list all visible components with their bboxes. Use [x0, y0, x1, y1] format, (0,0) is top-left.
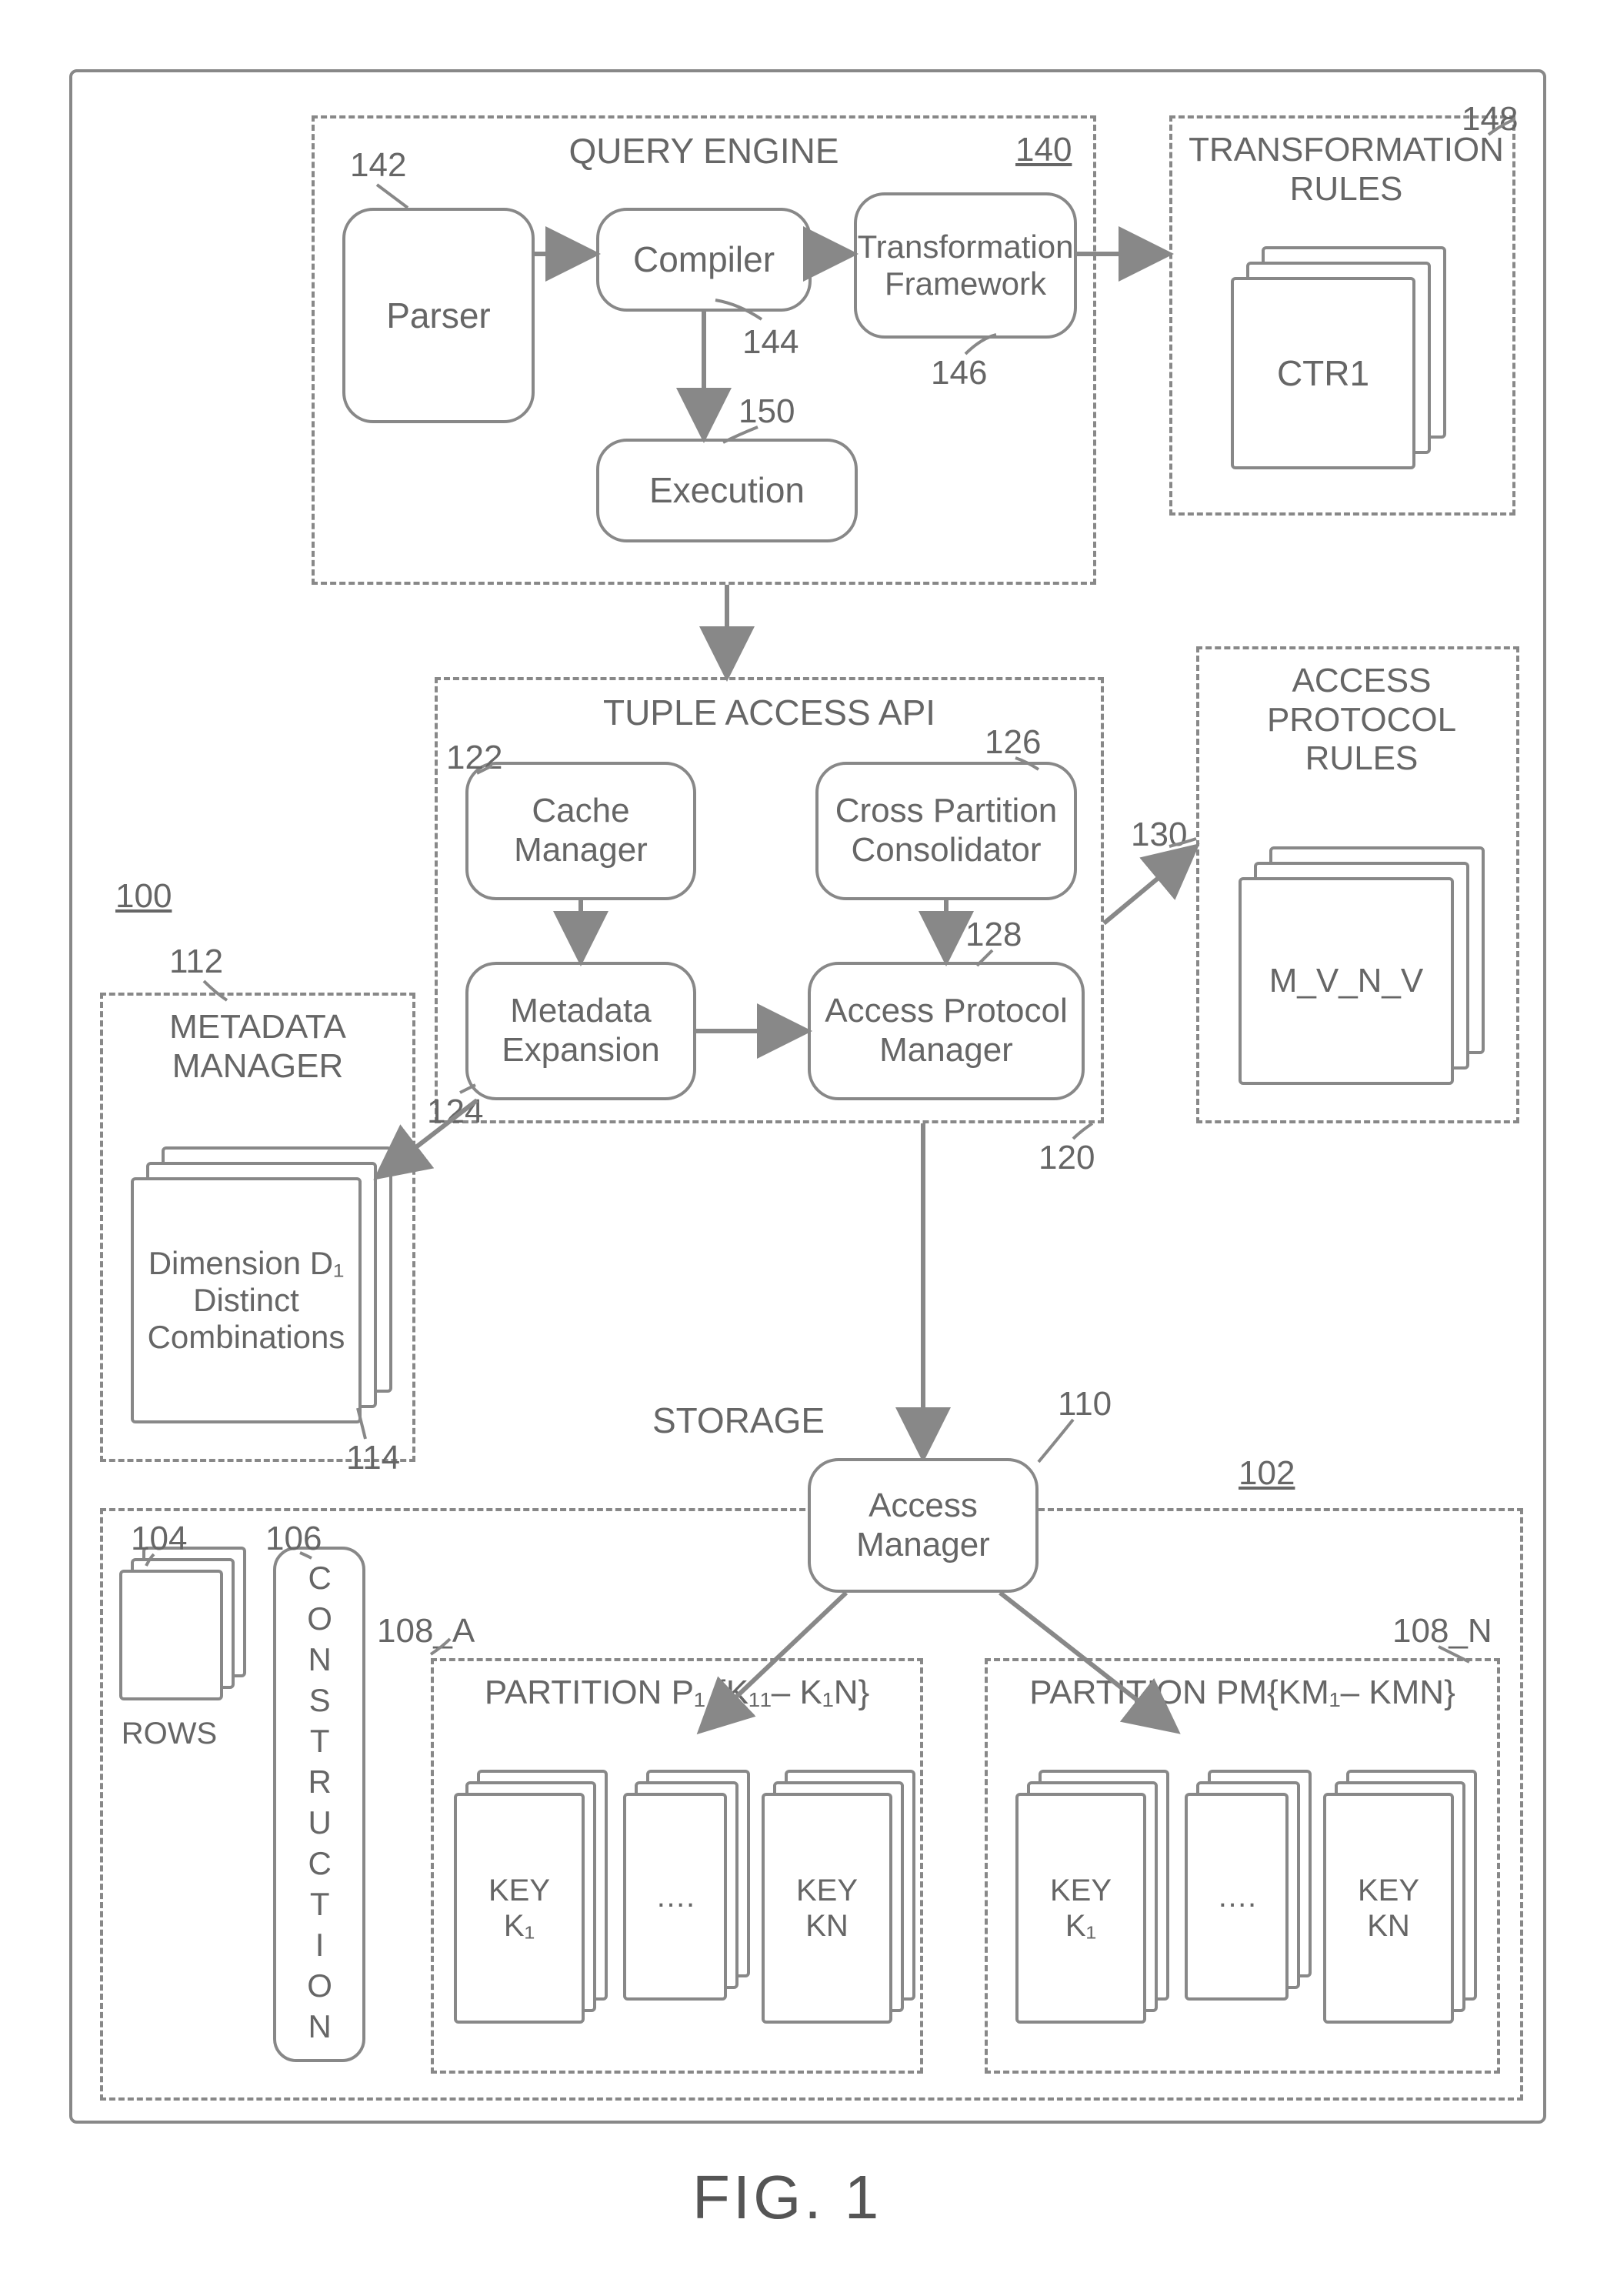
cross-partition-label: Cross Partition Consolidator [835, 792, 1058, 869]
access-manager-box: Access Manager [808, 1458, 1039, 1593]
parser-label: Parser [386, 295, 490, 336]
rows-ref: 104 [131, 1520, 187, 1558]
storage-title: STORAGE [638, 1400, 839, 1441]
metadata-expansion-label: Metadata Expansion [502, 992, 659, 1070]
diagram-canvas: 100 QUERY ENGINE 140 Parser 142 Compiler… [0, 0, 1617, 2296]
access-protocol-manager-ref: 128 [965, 916, 1022, 954]
cross-partition-ref: 126 [985, 723, 1041, 762]
access-protocol-rules-ref: 130 [1131, 816, 1187, 854]
metadata-manager-title: METADATA MANAGER [115, 1008, 400, 1086]
cross-partition-box: Cross Partition Consolidator [815, 762, 1077, 900]
dimension-ref: 114 [346, 1439, 400, 1477]
figure-label: FIG. 1 [692, 2162, 882, 2233]
access-protocol-manager-box: Access Protocol Manager [808, 962, 1085, 1100]
partition-n-key1: KEY K₁ [1015, 1770, 1177, 2031]
mvnv-stack: M_V_N_V [1239, 846, 1485, 1085]
partition-n-key1-label: KEY K₁ [1050, 1873, 1112, 1944]
partition-n-keyn-label: KEY KN [1358, 1873, 1419, 1944]
rows-label: ROWS [115, 1716, 223, 1751]
tuple-access-ref: 120 [1039, 1139, 1095, 1177]
access-protocol-rules-title: ACCESS PROTOCOL RULES [1215, 662, 1508, 779]
partition-a-key1-label: KEY K₁ [488, 1873, 550, 1944]
partition-a-key-mid: …. [623, 1770, 758, 2008]
system-ref: 100 [115, 877, 172, 916]
execution-ref: 150 [738, 392, 795, 431]
construction-box: CONSTRUCTION [273, 1547, 365, 2062]
dimension-stack: Dimension D₁ Distinct Combinations [131, 1146, 392, 1423]
construction-label: CONSTRUCTION [301, 1560, 338, 2049]
transformation-framework-ref: 146 [931, 354, 987, 392]
construction-ref: 106 [265, 1520, 322, 1558]
partition-a-keyn: KEY KN [762, 1770, 923, 2031]
query-engine-title: QUERY ENGINE [554, 131, 854, 172]
cache-manager-label: Cache Manager [514, 792, 648, 869]
partition-a-title: PARTITION P₁ {K₁₁– K₁N} [446, 1674, 908, 1713]
storage-ref: 102 [1239, 1454, 1295, 1493]
compiler-box: Compiler [596, 208, 812, 312]
metadata-expansion-ref: 124 [427, 1093, 483, 1131]
compiler-label: Compiler [633, 239, 775, 280]
partition-n-ref: 108_N [1392, 1612, 1492, 1650]
transformation-framework-label: Transformation Framework [858, 229, 1074, 303]
transformation-framework-box: Transformation Framework [854, 192, 1077, 339]
transformation-rules-ref: 148 [1462, 100, 1518, 138]
metadata-manager-ref: 112 [169, 943, 223, 981]
tuple-access-title: TUPLE ACCESS API [577, 692, 962, 733]
ctr1-label: CTR1 [1277, 353, 1369, 394]
dimension-label: Dimension D₁ Distinct Combinations [148, 1245, 345, 1357]
transformation-rules-title: TRANSFORMATION RULES [1185, 131, 1508, 209]
query-engine-ref: 140 [1015, 131, 1072, 169]
access-manager-ref: 110 [1058, 1385, 1112, 1423]
access-manager-label: Access Manager [856, 1487, 990, 1564]
partition-a-keyn-label: KEY KN [796, 1873, 858, 1944]
partition-n-key-mid-label: …. [1217, 1879, 1256, 1914]
mvnv-label: M_V_N_V [1269, 962, 1424, 1001]
partition-n-key-mid: …. [1185, 1770, 1319, 2008]
cache-manager-ref: 122 [446, 739, 502, 777]
partition-n-keyn: KEY KN [1323, 1770, 1485, 2031]
metadata-expansion-box: Metadata Expansion [465, 962, 696, 1100]
access-protocol-manager-label: Access Protocol Manager [825, 992, 1067, 1070]
cache-manager-box: Cache Manager [465, 762, 696, 900]
compiler-ref: 144 [742, 323, 798, 362]
execution-label: Execution [649, 470, 805, 511]
partition-n-title: PARTITION PM{KM₁– KMN} [1000, 1674, 1485, 1713]
parser-box: Parser [342, 208, 535, 423]
execution-box: Execution [596, 439, 858, 542]
partition-a-key1: KEY K₁ [454, 1770, 615, 2031]
partition-a-ref: 108_A [377, 1612, 475, 1650]
rows-stack [119, 1547, 250, 1708]
ctr1-stack: CTR1 [1231, 246, 1446, 469]
parser-ref: 142 [350, 146, 406, 185]
partition-a-key-mid-label: …. [655, 1879, 695, 1914]
